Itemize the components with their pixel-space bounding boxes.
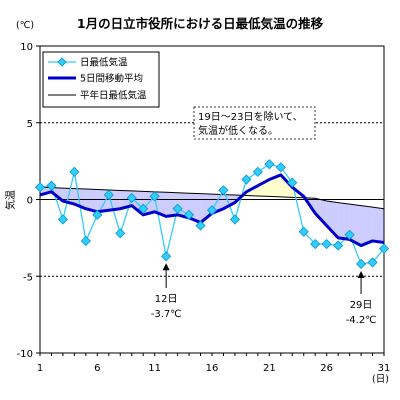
note-box	[193, 106, 316, 140]
daily-min-point	[378, 243, 390, 254]
daily-min-point	[138, 203, 149, 214]
daily-min-point	[218, 185, 229, 196]
annotation-label: 12日	[155, 294, 178, 305]
annotations: 19日～23日を除いて、気温が低くなる。 12日 -3.7℃ 29日 -4.2℃	[151, 106, 377, 326]
x-tick-label: 16	[206, 363, 219, 374]
daily-min-point	[252, 166, 263, 177]
annotation-label: -3.7℃	[151, 309, 182, 320]
daily-min-point	[115, 228, 126, 239]
y-tick-label: 5	[27, 119, 33, 130]
daily-min-point	[184, 209, 195, 220]
x-tick-label: 26	[320, 363, 333, 374]
series-line-normal	[39, 186, 385, 210]
daily-min-point	[195, 220, 206, 231]
daily-min-point	[161, 251, 172, 262]
y-tick-label: 10	[20, 42, 33, 53]
y-unit: (℃)	[16, 20, 34, 31]
daily-min-point	[275, 162, 286, 173]
gridlines	[40, 122, 384, 277]
x-axis-ticks: 1 6 11 16 21 26 31	[37, 353, 391, 374]
daily-min-point	[333, 240, 344, 251]
annotation-arrow-head	[357, 270, 365, 278]
x-unit: (日)	[372, 374, 389, 385]
daily-min-point	[172, 203, 183, 214]
annotation-arrow-head	[162, 263, 170, 271]
series-layer	[34, 159, 390, 270]
deviation-fill-segment	[269, 174, 281, 197]
daily-min-point	[69, 166, 80, 177]
deviation-fill-segment	[280, 174, 293, 198]
x-tick-label: 31	[378, 363, 391, 374]
deviation-fill-segment	[257, 179, 270, 197]
daily-min-point	[46, 180, 57, 191]
daily-min-point	[264, 159, 275, 170]
x-tick-label: 21	[263, 363, 276, 374]
daily-min-point	[103, 189, 114, 200]
legend-label: 5日間移動平均	[80, 73, 143, 85]
deviation-fill-segment	[85, 189, 98, 212]
chart-title: 1月の日立市役所における日最低気温の推移	[77, 16, 324, 31]
daily-min-point	[287, 177, 298, 188]
deviation-fill-segment	[315, 198, 327, 226]
daily-min-point	[80, 235, 91, 247]
legend-marker-daily-min	[57, 57, 67, 67]
daily-min-point	[356, 258, 367, 270]
daily-min-point	[367, 257, 378, 268]
x-tick-label: 11	[148, 363, 161, 374]
y-axis-ticks: 10 5 0 -5 -10	[17, 42, 40, 360]
note-text: 気温が低くなる。	[198, 124, 278, 137]
daily-min-point	[229, 214, 240, 225]
annotation-label: 29日	[350, 300, 373, 311]
daily-min-point	[149, 191, 160, 202]
deviation-fill-segment	[361, 205, 373, 246]
legend-label: 平年日最低気温	[80, 90, 147, 102]
daily-min-point	[298, 226, 309, 237]
daily-min-point	[126, 192, 137, 204]
x-tick-label: 6	[94, 363, 100, 374]
legend-label: 日最低気温	[80, 57, 128, 69]
note-text: 19日～23日を除いて、	[198, 110, 303, 123]
daily-min-point	[57, 214, 68, 225]
daily-min-point	[310, 238, 321, 250]
daily-min-point	[241, 174, 252, 185]
daily-min-point	[92, 209, 103, 220]
y-tick-label: 0	[27, 196, 33, 207]
x-tick-label: 1	[37, 363, 43, 374]
deviation-fill-segment	[338, 202, 350, 240]
y-tick-label: -5	[23, 272, 33, 283]
y-axis-label: 気温	[4, 190, 17, 210]
deviation-fill-segment	[326, 201, 339, 238]
daily-min-point	[34, 182, 46, 193]
daily-min-point	[321, 238, 332, 250]
deviation-fill-segment	[166, 192, 178, 217]
daily-min-point	[344, 229, 355, 240]
deviation-fill-segment	[372, 207, 384, 243]
y-tick-label: -10	[17, 349, 33, 360]
annotation-label: -4.2℃	[346, 315, 377, 326]
daily-min-point	[206, 205, 218, 216]
